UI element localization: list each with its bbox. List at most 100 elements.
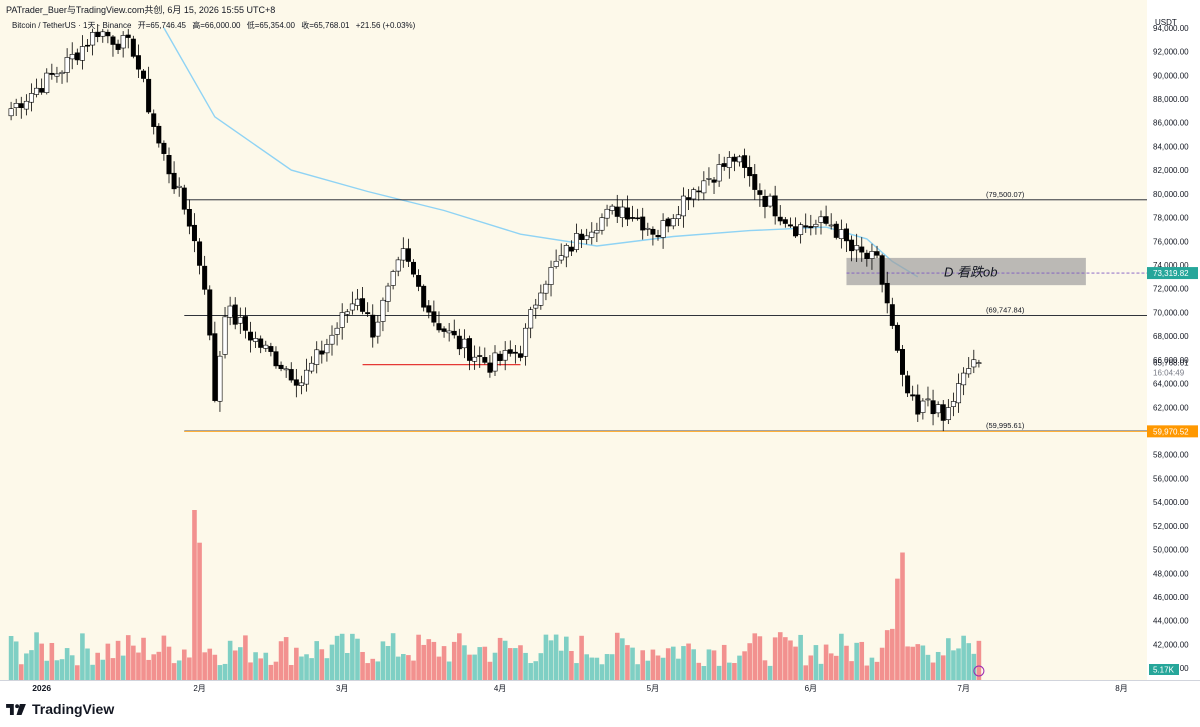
volume-bar xyxy=(813,645,819,680)
candle-up xyxy=(334,327,340,335)
brand[interactable]: TradingView xyxy=(6,701,114,717)
volume-bar xyxy=(69,655,75,680)
y-tick-label: 56,000.00 xyxy=(1153,474,1189,483)
candle-up xyxy=(736,156,742,163)
candle-down xyxy=(635,217,641,220)
volume-bar xyxy=(120,655,126,680)
candle-down xyxy=(777,216,783,222)
volume-bar xyxy=(29,650,34,680)
candle-up xyxy=(966,368,972,375)
volume-bar xyxy=(492,652,498,680)
candle-up xyxy=(935,404,941,414)
volume-bar xyxy=(895,578,900,680)
level-label: (59,995.61) xyxy=(986,421,1025,430)
volume-bar xyxy=(8,635,14,680)
price-axis-background xyxy=(1147,0,1200,680)
symbol-name[interactable]: Bitcoin / TetherUS · 1天 · Binance xyxy=(12,21,132,30)
volume-bar xyxy=(258,658,263,680)
y-tick-label: 48,000.00 xyxy=(1153,569,1189,578)
candle-down xyxy=(859,246,865,253)
candle-down xyxy=(258,338,264,348)
candle-down xyxy=(665,218,671,227)
candle-up xyxy=(400,248,406,261)
volume-bar xyxy=(151,654,157,680)
volume-bar xyxy=(390,633,396,680)
order-block-label: D 看跌ob xyxy=(944,265,997,280)
volume-bar xyxy=(365,663,370,680)
candle-up xyxy=(950,401,956,407)
moving-average-line xyxy=(163,27,919,278)
volume-bar xyxy=(467,654,472,680)
candle-up xyxy=(349,303,355,311)
candle-up xyxy=(90,32,96,46)
volume-bar xyxy=(854,642,859,680)
volume-bar xyxy=(635,664,640,680)
y-tick-label: 88,000.00 xyxy=(1153,95,1189,104)
candle-down xyxy=(161,142,167,154)
y-tick-label: 90,000.00 xyxy=(1153,71,1189,80)
candle-down xyxy=(319,350,325,355)
price-label-badge xyxy=(1147,267,1198,280)
volume-bar xyxy=(645,660,651,680)
volume-bar xyxy=(670,646,676,680)
symbol-info[interactable]: Bitcoin / TetherUS · 1天 · Binance 开=65,7… xyxy=(12,20,419,31)
y-tick-label: 44,000.00 xyxy=(1153,617,1189,626)
candle-down xyxy=(95,31,101,38)
candle-down xyxy=(426,305,432,313)
price-chart[interactable]: (79,500.07) (69,747.84) (59,995.61) D 看跌ob 4… xyxy=(0,0,1200,697)
volume-bar xyxy=(732,662,737,680)
volume-bar xyxy=(80,633,85,680)
volume-bar xyxy=(910,646,915,680)
y-tick-label: 74,000.00 xyxy=(1153,261,1189,270)
candle-down xyxy=(940,404,946,421)
volume-bar xyxy=(156,651,162,680)
volume-bar xyxy=(935,651,941,680)
candle-down xyxy=(456,335,462,350)
candle-up xyxy=(390,271,396,286)
volume-bar xyxy=(884,630,890,680)
price-label-badge xyxy=(1147,425,1198,438)
candle-down xyxy=(889,304,895,326)
candle-down xyxy=(782,219,788,224)
candle-down xyxy=(232,304,238,325)
volume-bar xyxy=(431,641,437,680)
volume-bar xyxy=(232,650,238,680)
candle-down xyxy=(268,346,274,352)
x-tick-label: 8月 xyxy=(1115,684,1127,693)
volume-bar xyxy=(487,661,493,680)
candle-up xyxy=(619,206,625,218)
candle-down xyxy=(278,364,284,369)
candle-up xyxy=(838,229,844,239)
volume-bar xyxy=(263,652,269,680)
y-tick-label: 66,000.00 xyxy=(1153,356,1189,365)
tradingview-logo-icon xyxy=(6,703,26,715)
candle-down xyxy=(467,338,473,361)
candle-up xyxy=(79,46,85,61)
candle-down xyxy=(803,225,809,228)
volume-bar xyxy=(823,644,829,680)
candle-down xyxy=(85,44,91,47)
volume-bar xyxy=(956,648,961,680)
x-tick-label: 2月 xyxy=(193,684,205,693)
volume-bar xyxy=(227,640,233,680)
volume-bar xyxy=(59,659,65,680)
volume-bar xyxy=(640,650,646,680)
candle-up xyxy=(446,330,452,334)
volume-bar xyxy=(248,662,253,680)
volume-badge-text: 5.17K xyxy=(1153,666,1175,675)
ohlc-close: 收=65,768.01 xyxy=(301,21,350,30)
volume-bar xyxy=(217,665,223,680)
volume-bar xyxy=(879,647,885,680)
volume-bar xyxy=(716,665,722,680)
volume-bar xyxy=(355,638,360,680)
volume-bar xyxy=(900,552,905,680)
price-label-text: 59,970.52 xyxy=(1153,427,1189,436)
volume-bar xyxy=(655,655,661,680)
candle-down xyxy=(166,155,172,175)
candle-up xyxy=(339,312,345,328)
candle-up xyxy=(472,356,478,362)
volume-bar xyxy=(294,647,299,680)
volume-bar xyxy=(589,657,595,680)
candle-up xyxy=(584,235,590,240)
